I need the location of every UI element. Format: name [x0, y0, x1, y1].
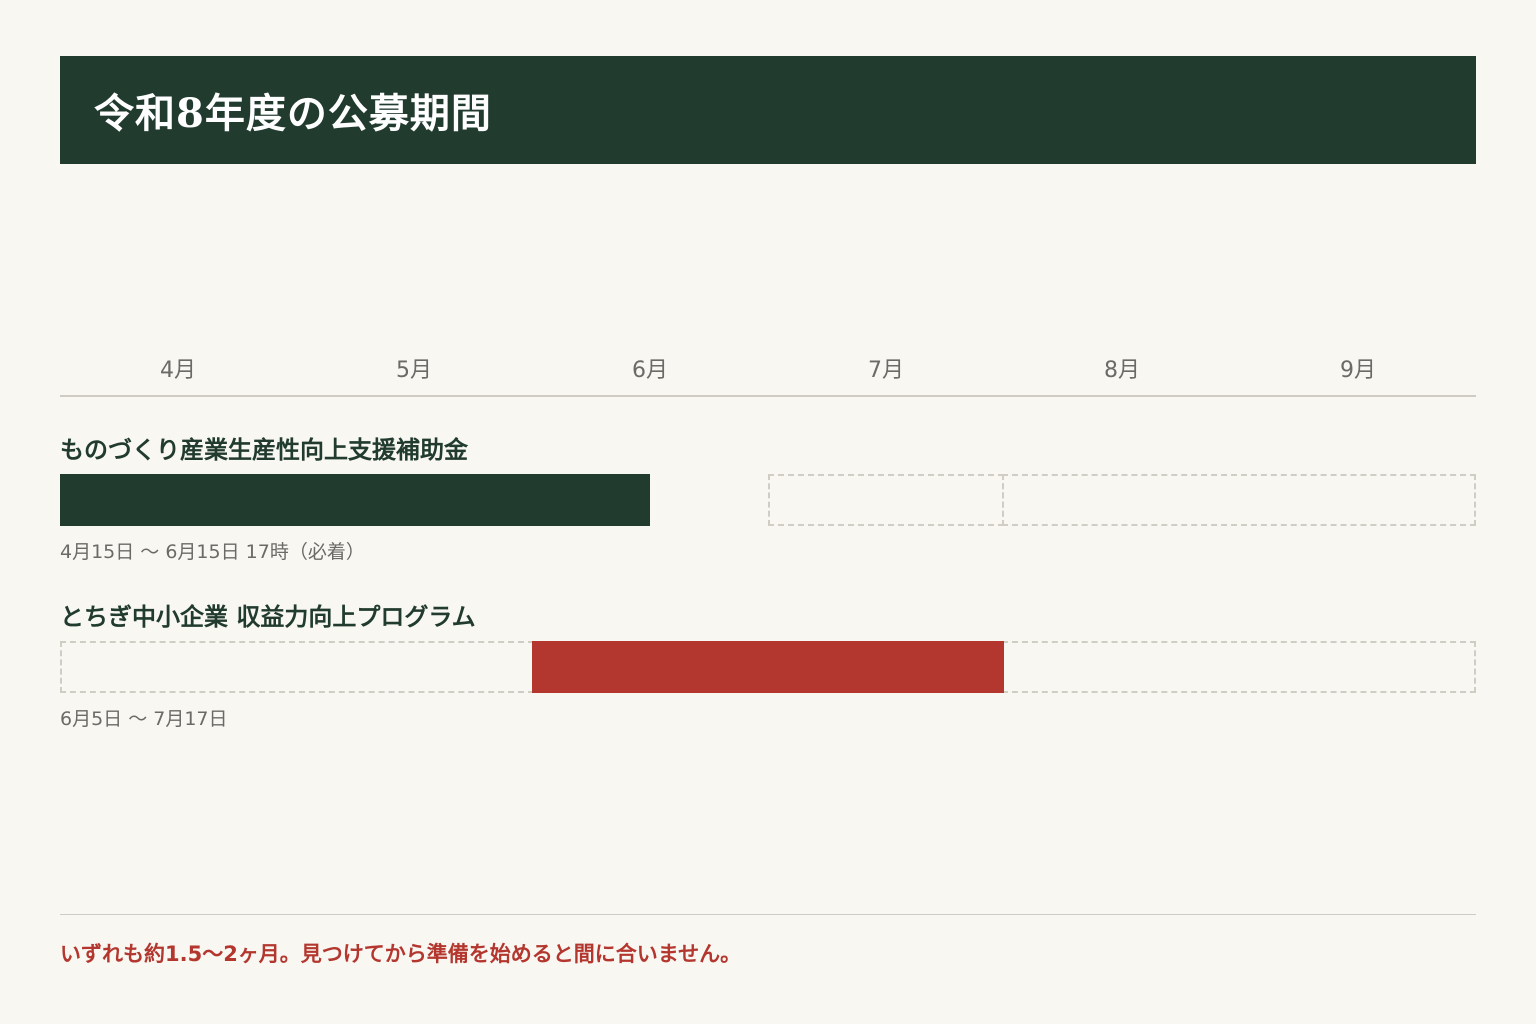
month-label-may: 5月	[396, 358, 432, 383]
month-label-sep: 9月	[1340, 358, 1376, 383]
track-empty-segment	[1002, 474, 1476, 526]
period-bar-monodzukuri	[60, 474, 650, 526]
title-banner: 令和8年度の公募期間	[60, 56, 1476, 164]
axis-divider	[60, 395, 1476, 397]
track-empty-segment	[60, 641, 534, 693]
month-label-jul: 7月	[868, 358, 904, 383]
period-label-tochigi: 6月5日 〜 7月17日	[60, 708, 228, 730]
month-label-aug: 8月	[1104, 358, 1140, 383]
timeline-track-monodzukuri	[60, 474, 1476, 526]
period-label-monodzukuri: 4月15日 〜 6月15日 17時（必着）	[60, 541, 365, 563]
period-bar-tochigi	[532, 641, 1004, 693]
track-empty-segment	[768, 474, 1004, 526]
page-title: 令和8年度の公募期間	[94, 90, 492, 137]
month-label-jun: 6月	[632, 358, 668, 383]
timeline-track-tochigi	[60, 641, 1476, 693]
track-empty-segment	[1002, 641, 1476, 693]
footer-note: いずれも約1.5〜2ヶ月。見つけてから準備を始めると間に合いません。	[60, 942, 742, 966]
month-label-apr: 4月	[160, 358, 196, 383]
program-name-tochigi: とちぎ中小企業 収益力向上プログラム	[60, 603, 476, 631]
program-name-monodzukuri: ものづくり産業生産性向上支援補助金	[60, 436, 468, 464]
footer-divider	[60, 914, 1476, 915]
